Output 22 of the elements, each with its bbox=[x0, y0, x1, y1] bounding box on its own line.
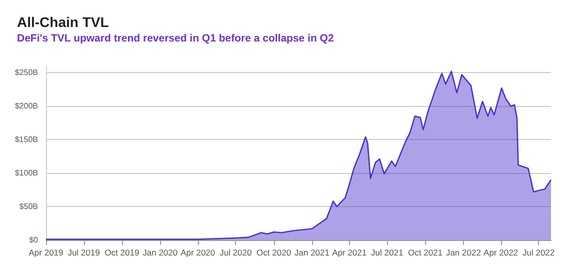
x-tick-label: Apr 2022 bbox=[484, 248, 518, 258]
x-tick-label: Jan 2020 bbox=[142, 248, 178, 258]
y-tick-label: $0 bbox=[29, 236, 39, 244]
x-tick-label: Oct 2019 bbox=[104, 248, 140, 258]
x-tick-label: Jul 2020 bbox=[220, 248, 252, 258]
x-tick-label: Oct 2020 bbox=[256, 248, 292, 258]
x-tick-label: Jan 2021 bbox=[294, 248, 330, 258]
x-tick-label: Apr 2019 bbox=[28, 248, 64, 258]
y-tick-label: $100B bbox=[14, 168, 38, 178]
x-tick-label: Oct 2021 bbox=[408, 248, 443, 258]
x-tick-label: Jul 2019 bbox=[68, 248, 100, 258]
y-tick-label: $250B bbox=[14, 68, 38, 78]
y-tick-label: $150B bbox=[14, 135, 38, 144]
x-tick-label: Apr 2020 bbox=[180, 248, 216, 258]
y-tick-label: $50B bbox=[19, 202, 38, 212]
chart-title: All-Chain TVL bbox=[17, 14, 110, 30]
chart-subtitle: DeFi's TVL upward trend reversed in Q1 before a collapse in Q2 bbox=[17, 32, 334, 44]
x-tick-label: Jul 2021 bbox=[371, 248, 404, 258]
x-tick-label: Jul 2022 bbox=[522, 248, 555, 258]
x-tick-label: Jan 2022 bbox=[446, 248, 482, 258]
x-tick-label: Apr 2021 bbox=[332, 248, 367, 258]
y-tick-label: $200B bbox=[14, 102, 38, 111]
